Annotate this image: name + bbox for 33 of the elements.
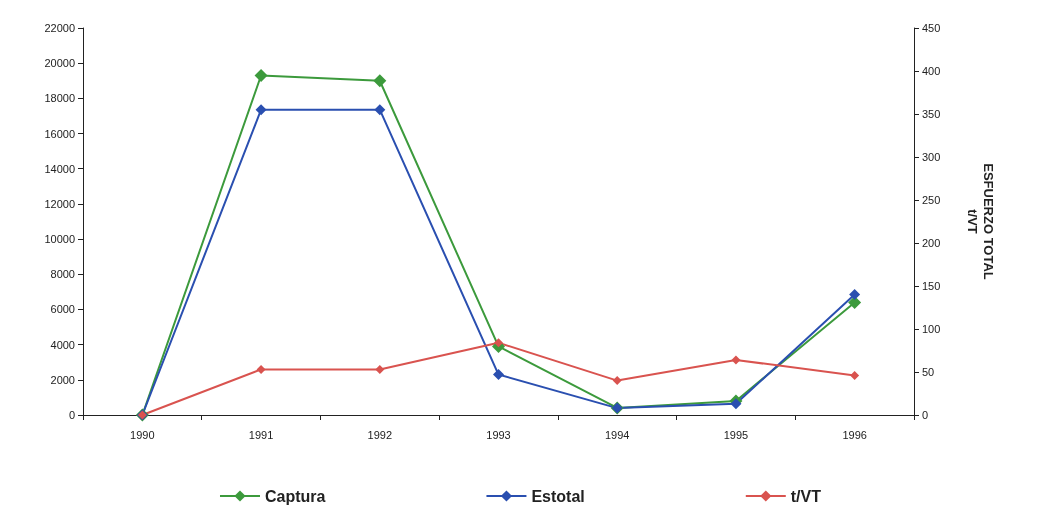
y2-tick-label: 0 xyxy=(922,409,929,421)
y2-tick-label: 450 xyxy=(922,22,941,34)
x-tick-label: 1994 xyxy=(604,428,630,441)
y-tick-label: 8000 xyxy=(50,268,75,281)
x-tick-label: 1996 xyxy=(842,428,867,441)
y-tick-label: 10000 xyxy=(44,233,75,246)
y2-tick-label: 350 xyxy=(922,108,941,120)
y2-tick-label: 100 xyxy=(922,323,941,335)
x-tick-label: 1992 xyxy=(367,428,393,441)
y-tick-label: 6000 xyxy=(50,303,75,316)
y2-tick-label: 150 xyxy=(922,280,941,292)
y-tick-label: 4000 xyxy=(50,338,75,351)
legend-label: Captura xyxy=(264,487,326,505)
y2-tick-label: 250 xyxy=(922,194,941,206)
y2-tick-label: 50 xyxy=(922,366,935,378)
y2-tick-label: 300 xyxy=(922,151,941,163)
legend-label: Estotal xyxy=(531,487,585,505)
x-tick-label: 1993 xyxy=(486,428,511,441)
y-tick-label: 0 xyxy=(68,409,75,421)
x-tick-label: 1995 xyxy=(723,428,749,441)
y-tick-label: 16000 xyxy=(44,127,75,140)
y-tick-label: 18000 xyxy=(44,92,75,105)
y-tick-label: 2000 xyxy=(50,373,75,386)
y2-tick-label: 200 xyxy=(922,237,941,249)
y2-axis-title: ESFUERZO TOTAL t/VT xyxy=(964,163,996,280)
y2-tick-label: 400 xyxy=(922,65,941,77)
y-tick-label: 14000 xyxy=(44,162,75,175)
y-tick-label: 20000 xyxy=(44,57,75,70)
y-tick-label: 12000 xyxy=(44,197,75,210)
legend-label: t/VT xyxy=(790,487,822,505)
x-tick-label: 1990 xyxy=(130,428,155,441)
x-tick-label: 1991 xyxy=(248,428,274,441)
y-tick-label: 22000 xyxy=(44,22,75,34)
